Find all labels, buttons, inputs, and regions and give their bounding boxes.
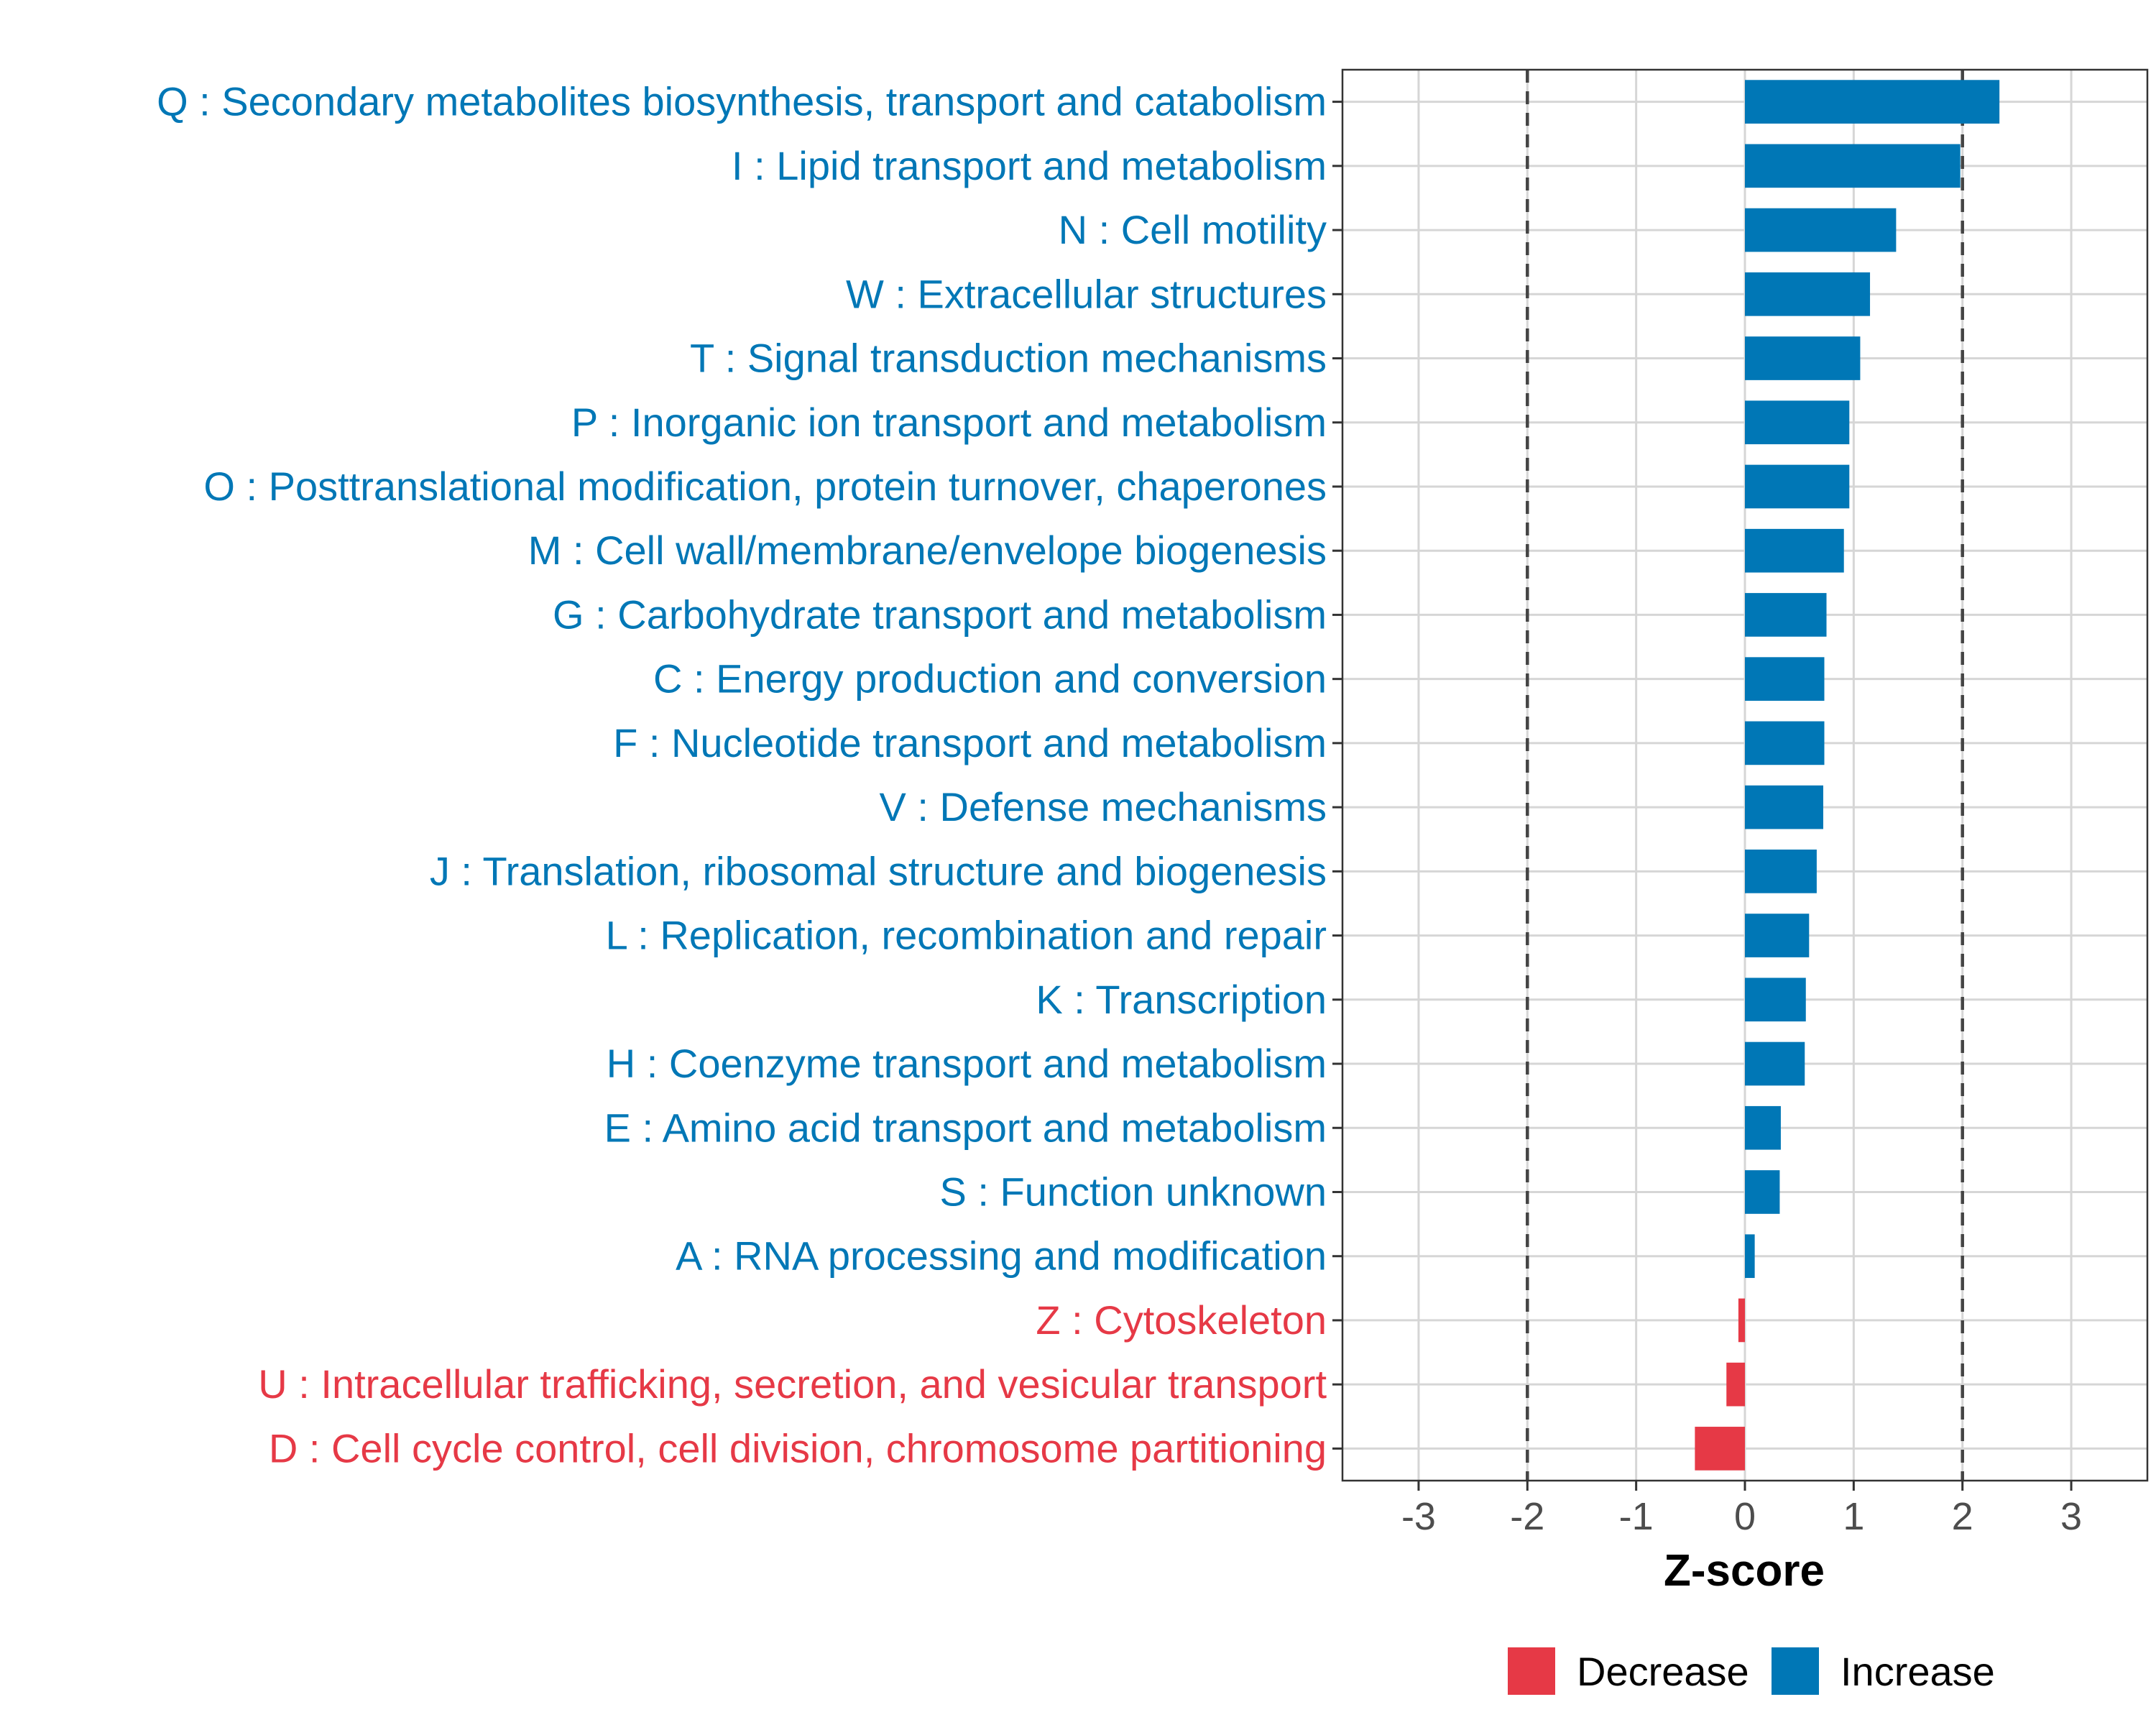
- bar: [1745, 1041, 1805, 1086]
- legend-label: Decrease: [1577, 1649, 1749, 1694]
- y-tick-label: M : Cell wall/membrane/envelope biogenes…: [528, 528, 1327, 573]
- y-tick-label: P : Inorganic ion transport and metaboli…: [571, 400, 1327, 445]
- bar: [1738, 1298, 1745, 1343]
- bar: [1695, 1427, 1745, 1471]
- x-axis-title: Z-score: [1664, 1546, 1825, 1596]
- legend-swatch: [1772, 1647, 1819, 1695]
- y-tick-label: O : Posttranslational modification, prot…: [203, 464, 1327, 509]
- bar: [1745, 593, 1827, 637]
- bar: [1745, 721, 1825, 765]
- y-tick-label: G : Carbohydrate transport and metabolis…: [553, 592, 1327, 637]
- x-tick-label: 2: [1952, 1495, 1973, 1538]
- y-tick-label: V : Defense mechanisms: [880, 784, 1327, 829]
- reference-lines: [1526, 70, 1964, 1481]
- y-tick-label: Z : Cytoskeleton: [1036, 1297, 1327, 1343]
- bar: [1726, 1362, 1745, 1407]
- y-tick-label: C : Energy production and conversion: [653, 656, 1327, 702]
- y-tick-label: L : Replication, recombination and repai…: [606, 913, 1327, 958]
- x-axis-ticks: -3 -2 -1 0 1 2 3: [1401, 1481, 2082, 1538]
- x-tick-label: 3: [2060, 1495, 2082, 1538]
- y-axis-category-labels: Q : Secondary metabolites biosynthesis, …: [157, 79, 1327, 1471]
- y-tick-label: H : Coenzyme transport and metabolism: [607, 1041, 1327, 1086]
- bar: [1745, 208, 1897, 252]
- legend: Decrease Increase: [1508, 1647, 1995, 1695]
- bar: [1745, 1234, 1755, 1279]
- bar: [1745, 464, 1850, 509]
- bar: [1745, 785, 1823, 829]
- x-tick-label: -3: [1401, 1495, 1436, 1538]
- y-tick-label: W : Extracellular structures: [846, 271, 1327, 316]
- y-tick-label: E : Amino acid transport and metabolism: [604, 1105, 1327, 1150]
- bar: [1745, 144, 1961, 188]
- bar: [1745, 1170, 1780, 1214]
- bar: [1745, 528, 1844, 573]
- y-tick-label: S : Function unknown: [939, 1169, 1327, 1214]
- y-tick-label: F : Nucleotide transport and metabolism: [613, 720, 1327, 765]
- x-tick-label: -1: [1619, 1495, 1654, 1538]
- bar: [1745, 80, 2000, 124]
- bar: [1745, 914, 1810, 957]
- y-tick-label: Q : Secondary metabolites biosynthesis, …: [157, 79, 1327, 124]
- bar: [1745, 272, 1871, 316]
- legend-swatch: [1508, 1647, 1555, 1695]
- bar: [1745, 657, 1825, 701]
- x-tick-label: -2: [1510, 1495, 1544, 1538]
- y-tick-label: I : Lipid transport and metabolism: [732, 143, 1327, 188]
- y-tick-label: D : Cell cycle control, cell division, c…: [269, 1425, 1327, 1471]
- y-tick-label: A : RNA processing and modification: [676, 1233, 1327, 1279]
- y-tick-label: T : Signal transduction mechanisms: [690, 336, 1327, 381]
- y-tick-label: J : Translation, ribosomal structure and…: [430, 848, 1327, 893]
- bar: [1745, 1105, 1781, 1150]
- x-tick-label: 0: [1734, 1495, 1756, 1538]
- bar: [1745, 336, 1861, 380]
- y-tick-label: N : Cell motility: [1059, 207, 1327, 252]
- x-tick-label: 1: [1843, 1495, 1864, 1538]
- y-tick-label: U : Intracellular trafficking, secretion…: [258, 1361, 1327, 1407]
- y-axis-ticks: [1332, 101, 1342, 1450]
- bar: [1745, 978, 1806, 1022]
- bar: [1745, 850, 1817, 893]
- legend-label: Increase: [1841, 1649, 1995, 1694]
- bars: [1695, 80, 2000, 1471]
- y-tick-label: K : Transcription: [1036, 977, 1327, 1022]
- bar: [1745, 400, 1850, 445]
